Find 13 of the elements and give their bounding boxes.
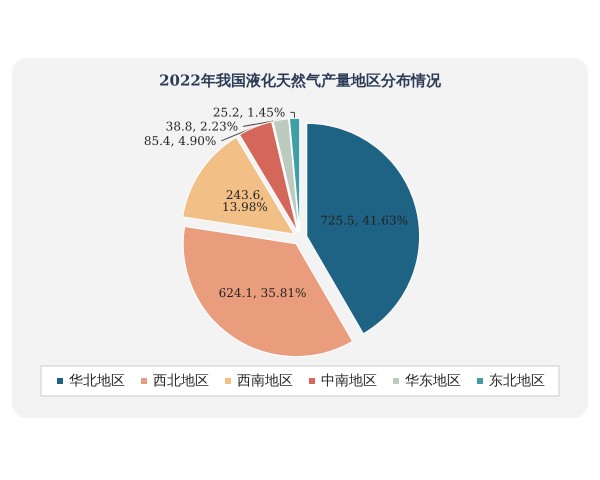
data-label: 725.5, 41.63% (320, 214, 408, 228)
legend-label: 西北地区 (153, 373, 209, 389)
data-label: 85.4, 4.90% (144, 134, 216, 148)
data-label: 25.2, 1.45% (212, 105, 286, 120)
legend-label: 华东地区 (405, 373, 461, 389)
legend-label: 西南地区 (237, 373, 293, 389)
legend-label: 东北地区 (489, 373, 545, 389)
legend-label: 中南地区 (321, 373, 377, 389)
data-label: 624.1, 35.81% (218, 286, 306, 300)
data-label: 243.6, 13.98% (222, 188, 268, 214)
chart-title: 2022年我国液化天然气产量地区分布情况 (159, 72, 442, 90)
legend-label: 华北地区 (69, 373, 125, 389)
data-label: 38.8, 2.23% (166, 119, 238, 134)
